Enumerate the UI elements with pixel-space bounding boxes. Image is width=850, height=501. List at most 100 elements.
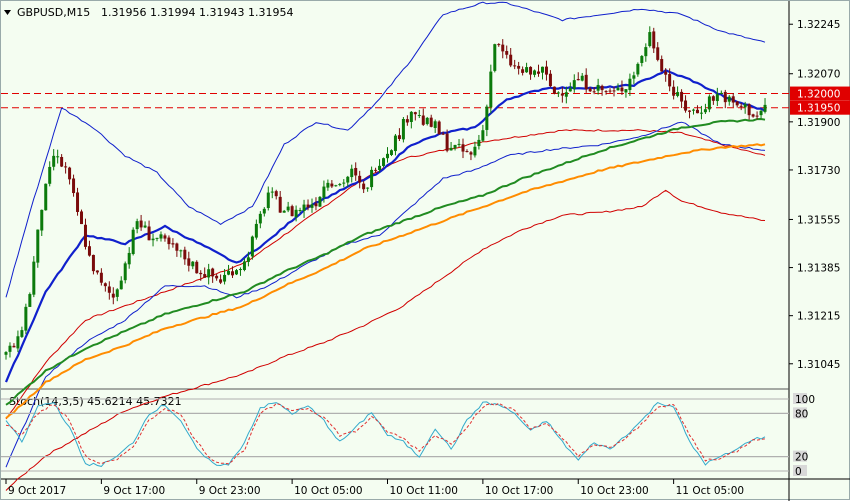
candle-body (405, 119, 409, 123)
candle-body (668, 74, 672, 87)
candle-body (544, 66, 548, 75)
menu-triangle-icon[interactable] (4, 10, 11, 15)
time-tick-label: 9 Oct 17:00 (103, 485, 165, 497)
candle-body (680, 91, 684, 102)
candle-body (227, 270, 231, 275)
candle-body (350, 168, 354, 178)
candle-body (684, 100, 688, 111)
candle-body (723, 91, 727, 103)
candle-body (115, 289, 119, 297)
candle-body (310, 204, 314, 208)
candle-body (358, 175, 362, 183)
stoch-signal-line (5, 402, 766, 465)
time-tick-label: 10 Oct 05:00 (294, 485, 362, 497)
candle-body (95, 270, 99, 273)
candle-body (691, 109, 695, 111)
candle-body (389, 150, 393, 155)
candle-body (183, 249, 187, 260)
candle-body (294, 209, 298, 217)
bollinger-fast-upper-line (5, 1, 766, 298)
candle-body (223, 274, 227, 282)
candle-body (175, 243, 179, 251)
candle-body (242, 261, 246, 270)
price-tick-label: 1.31900 (797, 117, 840, 129)
candle-body (139, 220, 143, 228)
candle-body (246, 257, 250, 262)
candle-body (107, 286, 111, 293)
candle-body (533, 70, 537, 75)
candle-body (203, 274, 207, 278)
candle-body (604, 91, 608, 93)
candle-body (159, 234, 163, 239)
candle-body (274, 191, 278, 197)
candle-body (191, 261, 195, 267)
candle-body (739, 105, 743, 107)
candle-body (378, 165, 382, 171)
candle-body (441, 133, 445, 135)
candle-body (362, 183, 366, 190)
candle-body (338, 184, 342, 186)
candle-body (481, 130, 485, 141)
candle-body (644, 47, 648, 57)
candle-body (493, 44, 497, 71)
candle-body (747, 104, 751, 116)
price-tick-label: 1.31385 (797, 263, 840, 275)
candle-body (171, 243, 175, 245)
candle-body (656, 47, 660, 60)
header-ohlc: 1.31956 1.31994 1.31943 1.31954 (101, 6, 293, 19)
candle-body (254, 223, 258, 238)
candle-body (334, 185, 338, 187)
candle-body (278, 196, 282, 213)
bollinger-slow-lower-line (5, 189, 766, 491)
candle-body (715, 94, 719, 102)
candle-body (155, 237, 159, 239)
candle-body (497, 44, 501, 46)
candle-body (449, 147, 453, 151)
candle-body (326, 182, 330, 188)
level-label: 1.31950 (797, 103, 840, 115)
candle-body (91, 254, 95, 272)
candle-body (652, 31, 656, 49)
candle-body (477, 139, 481, 147)
candle-body (40, 209, 44, 231)
candle-body (290, 206, 294, 217)
moving-average-orange-line (5, 143, 766, 419)
candle-body (628, 78, 632, 91)
candle-body (306, 204, 310, 208)
candle-body (386, 153, 389, 159)
candle-body (76, 192, 80, 212)
candle-body (616, 87, 620, 91)
candle-body (64, 166, 68, 168)
candle-body (219, 279, 223, 283)
candle-body (123, 263, 127, 281)
candle-body (302, 204, 306, 211)
candle-body (469, 152, 473, 155)
candle-body (731, 96, 735, 103)
level-label: 1.32000 (797, 89, 840, 101)
stoch-main-line (5, 401, 766, 467)
candle-body (743, 104, 747, 108)
stoch-label: Stoch(14,3,5) 45.6214 45.7321 (9, 395, 182, 408)
candle-body (179, 250, 183, 252)
candle-body (421, 115, 425, 125)
candle-body (68, 167, 72, 180)
candle-body (234, 270, 238, 275)
candle-body (80, 211, 84, 225)
candle-body (485, 106, 489, 130)
price-tick-label: 1.31045 (797, 359, 840, 371)
candle-body (44, 183, 48, 211)
candle-body (707, 96, 711, 110)
candle-body (521, 69, 525, 73)
candle-body (660, 59, 664, 72)
candle-body (231, 271, 235, 276)
candle-body (119, 280, 123, 290)
candle-body (529, 66, 533, 75)
candle-body (207, 269, 211, 278)
candle-body (636, 63, 640, 75)
candle-body (397, 135, 401, 139)
stoch-level-box (793, 393, 807, 404)
candle-body (409, 111, 413, 122)
candle-body (672, 86, 676, 96)
